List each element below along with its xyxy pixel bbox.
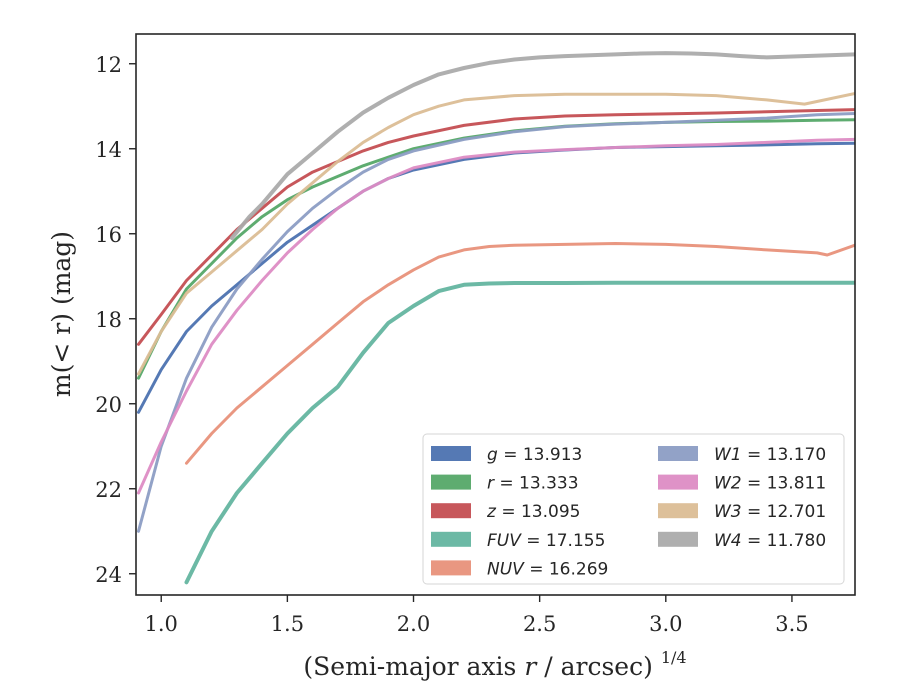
legend-swatch-w1 xyxy=(658,446,698,461)
legend-swatch-r xyxy=(431,474,471,490)
y-tick-label: 22 xyxy=(95,478,122,502)
legend-swatch-w3 xyxy=(658,503,698,519)
y-tick-label: 20 xyxy=(95,393,122,417)
y-tick-label: 24 xyxy=(95,563,122,587)
legend-swatch-g xyxy=(431,446,471,461)
series-layer xyxy=(137,51,855,585)
x-tick-label: 1.5 xyxy=(271,612,304,636)
legend-swatch-w2 xyxy=(658,474,698,490)
series-line-z xyxy=(137,108,855,346)
y-tick-label: 16 xyxy=(95,223,122,247)
y-axis-label: m(< r) (mag) xyxy=(47,231,76,397)
series-line-w1 xyxy=(137,112,855,533)
y-tick-label: 14 xyxy=(95,138,122,162)
y-tick-label: 12 xyxy=(95,53,122,77)
legend-label-z: z = 13.095 xyxy=(486,502,580,522)
series-line-w4 xyxy=(229,51,855,240)
series-line-w2 xyxy=(137,137,855,495)
legend-swatch-fuv xyxy=(431,531,471,547)
series-line-w3 xyxy=(137,92,855,376)
legend-label-fuv: FUV = 17.155 xyxy=(487,531,605,551)
legend-label-w1: W1 = 13.170 xyxy=(714,445,826,465)
series-line-fuv xyxy=(184,280,855,585)
legend-swatch-nuv xyxy=(431,560,471,576)
legend-label-w3: W3 = 12.701 xyxy=(714,502,826,522)
legend-label-g: g = 13.913 xyxy=(487,445,582,465)
legend-label-w4: W4 = 11.780 xyxy=(714,531,826,551)
x-tick-label: 3.5 xyxy=(775,612,808,636)
plot-frame xyxy=(135,33,856,596)
series-line-nuv xyxy=(185,242,855,465)
legend-swatch-z xyxy=(431,503,471,519)
legend-label-nuv: NUV = 16.269 xyxy=(487,559,608,579)
x-tick-label: 2.5 xyxy=(523,612,556,636)
x-tick-label: 3.0 xyxy=(649,612,682,636)
legend-box xyxy=(422,433,845,585)
x-tick-label: 2.0 xyxy=(397,612,430,636)
x-axis-label: (Semi-major axis r / arcsec) 1/4 xyxy=(303,648,686,681)
axes-layer: 1.0 1.5 2.0 2.5 3.0 3.5 12 14 16 18 20 22 24 xyxy=(95,53,808,636)
legend-swatch-w4 xyxy=(658,531,698,547)
legend: g = 13.913 r = 13.333 z = 13.095 FUV = 17.1… xyxy=(422,433,845,585)
legend-label-w2: W2 = 13.811 xyxy=(714,474,826,494)
y-tick-label: 18 xyxy=(95,308,122,332)
x-tick-label: 1.0 xyxy=(145,612,178,636)
legend-label-r: r = 13.333 xyxy=(487,474,579,494)
